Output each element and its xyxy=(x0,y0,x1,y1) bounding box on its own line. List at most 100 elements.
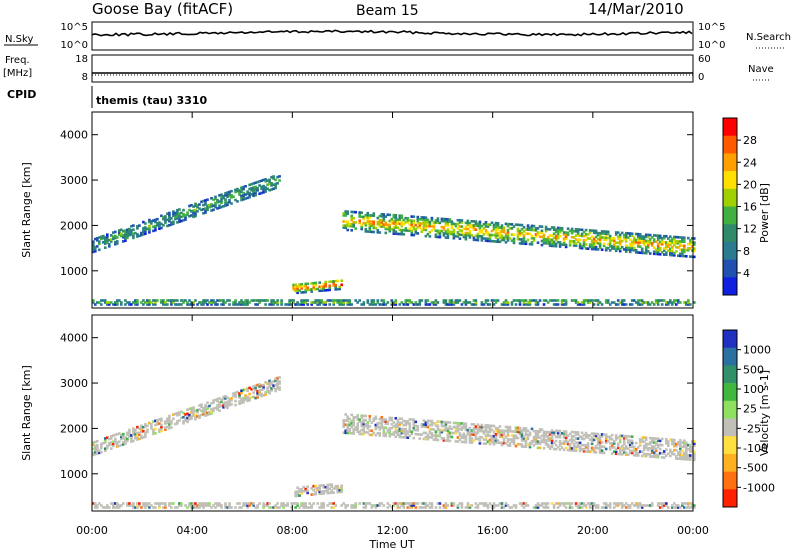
power-cell xyxy=(168,213,171,217)
cpid-value: themis (tau) 3310 xyxy=(96,94,208,107)
velocity-cell xyxy=(683,443,686,447)
power-cell xyxy=(156,299,159,302)
velocity-cell xyxy=(634,448,638,451)
velocity-cell xyxy=(322,486,325,489)
power-cell xyxy=(262,186,265,190)
velocity-cell xyxy=(576,437,580,440)
velocity-cell xyxy=(340,486,343,490)
velocity-cell xyxy=(683,453,686,457)
power-cell xyxy=(332,301,335,304)
velocity-cell xyxy=(388,435,392,438)
velocity-cell xyxy=(492,439,496,442)
velocity-cell xyxy=(332,502,335,505)
power-cell xyxy=(298,285,301,288)
velocity-cell xyxy=(656,437,660,440)
power-cell xyxy=(342,303,345,306)
power-cell xyxy=(582,301,586,304)
velocity-cell xyxy=(292,502,295,505)
power-cell xyxy=(687,236,690,240)
velocity-cell xyxy=(152,506,155,509)
velocity-cell xyxy=(374,433,378,437)
power-cell xyxy=(312,284,315,287)
velocity-cell xyxy=(340,484,343,487)
velocity-cell xyxy=(200,403,203,407)
power-cell xyxy=(578,234,582,238)
power-cell xyxy=(398,214,402,217)
velocity-cell xyxy=(96,448,99,451)
power-cell xyxy=(464,233,468,237)
velocity-cell xyxy=(520,504,524,507)
power-cell xyxy=(496,224,500,227)
velocity-cell xyxy=(612,502,616,505)
velocity-cell xyxy=(675,444,678,448)
power-cell xyxy=(146,301,149,304)
power-cell xyxy=(102,241,105,244)
velocity-cell xyxy=(204,412,207,415)
power-cell xyxy=(488,223,492,226)
velocity-cell xyxy=(198,506,201,509)
velocity-cell xyxy=(580,447,584,451)
velocity-cell xyxy=(270,387,273,390)
velocity-cell xyxy=(214,398,217,402)
power-cell xyxy=(458,299,462,302)
power-cell xyxy=(667,303,670,306)
velocity-cell xyxy=(102,441,105,445)
velocity-cell xyxy=(452,425,456,429)
velocity-cell xyxy=(504,502,508,505)
power-colorbar-swatch-9 xyxy=(723,277,737,296)
velocity-cell xyxy=(324,485,327,489)
velocity-cell xyxy=(442,424,446,428)
power-cell xyxy=(626,232,630,235)
velocity-cell xyxy=(224,395,227,398)
velocity-cell xyxy=(600,445,604,448)
velocity-cell xyxy=(486,434,490,437)
power-cell xyxy=(322,285,325,288)
power-cell xyxy=(402,303,406,306)
power-cell xyxy=(590,247,594,251)
velocity-cell xyxy=(350,425,353,429)
power-cell xyxy=(488,303,492,306)
velocity-cell xyxy=(644,452,648,456)
power-cell xyxy=(644,247,648,251)
velocity-cell xyxy=(464,422,468,426)
velocity-cell xyxy=(650,445,654,448)
velocity-cell xyxy=(126,439,129,443)
velocity-cell xyxy=(679,451,682,454)
velocity-cell xyxy=(574,445,578,448)
power-cell xyxy=(444,232,448,235)
velocity-cell xyxy=(216,404,219,407)
velocity-cell xyxy=(244,396,247,399)
power-cell xyxy=(236,200,239,203)
velocity-cell xyxy=(346,504,349,507)
power-cell xyxy=(452,303,456,306)
velocity-cell xyxy=(168,504,171,507)
power-cell xyxy=(94,303,97,306)
power-cell xyxy=(216,198,219,202)
power-cell xyxy=(468,234,472,237)
velocity-cell xyxy=(658,443,662,447)
power-cell xyxy=(518,238,522,241)
velocity-cell xyxy=(350,419,353,423)
power-cell xyxy=(212,204,215,207)
velocity-cell xyxy=(212,504,215,507)
velocity-cell xyxy=(620,446,624,450)
power-cell xyxy=(592,247,596,251)
power-cell xyxy=(104,238,107,241)
velocity-cell xyxy=(482,504,486,507)
power-cell xyxy=(683,301,686,304)
velocity-cell xyxy=(572,449,576,452)
velocity-cell xyxy=(576,504,580,507)
power-cell xyxy=(500,238,504,242)
power-cell xyxy=(691,245,694,248)
power-cell xyxy=(540,239,544,243)
velocity-cell xyxy=(444,425,448,428)
power-cell xyxy=(340,283,343,287)
power-cell xyxy=(410,229,414,233)
power-cell xyxy=(512,239,516,243)
power-cell xyxy=(594,241,598,245)
velocity-cell xyxy=(640,506,644,509)
velocity-cell xyxy=(140,428,143,432)
velocity-cell xyxy=(146,424,149,428)
power-cell xyxy=(675,299,678,302)
velocity-cell xyxy=(685,441,688,445)
